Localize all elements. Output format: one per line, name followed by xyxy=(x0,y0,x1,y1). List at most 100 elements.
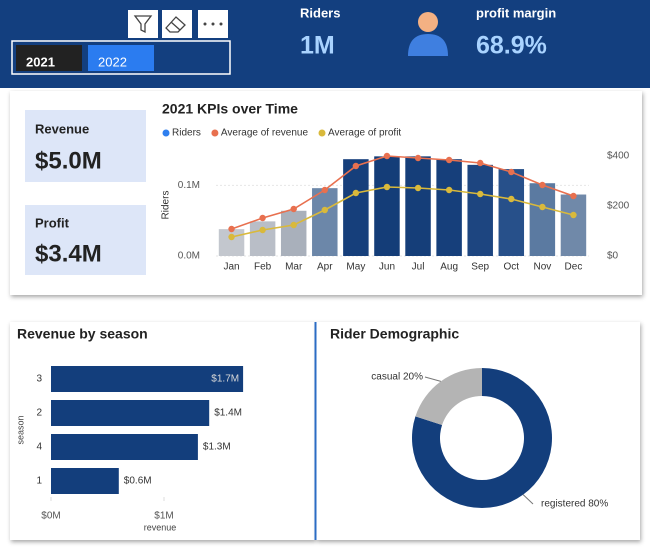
bar xyxy=(218,229,245,256)
x-tick-label: Feb xyxy=(254,262,272,273)
value-label: $1.7M xyxy=(211,374,239,385)
x-tick-label: Aug xyxy=(440,262,458,273)
kpi-label: Profit xyxy=(35,215,70,230)
line-point xyxy=(228,233,235,241)
leader-line xyxy=(424,376,441,382)
line-point xyxy=(508,168,515,176)
x-tick-label: Apr xyxy=(317,262,333,273)
bar xyxy=(51,366,244,392)
x-tick-label: May xyxy=(346,262,365,273)
line-point xyxy=(290,205,297,213)
kpi-value: $5.0M xyxy=(35,147,102,174)
card-value: 68.9% xyxy=(476,32,547,60)
y-axis-label: Riders xyxy=(161,191,172,220)
x-tick-label: Mar xyxy=(285,262,303,273)
line-point xyxy=(508,195,515,203)
x-tick-label: Jul xyxy=(412,262,425,273)
filter-button[interactable] xyxy=(128,10,158,38)
line-point xyxy=(477,159,484,167)
line-point xyxy=(321,186,328,194)
x-tick-label: $1M xyxy=(154,511,173,522)
card-label: profit margin xyxy=(476,5,556,20)
dot xyxy=(203,22,207,26)
bar xyxy=(343,159,369,256)
line-point xyxy=(414,154,422,162)
legend-label: Average of revenue xyxy=(221,128,309,139)
legend-swatch xyxy=(318,129,326,137)
line-point xyxy=(228,225,235,233)
bar xyxy=(436,159,462,256)
kpi-card xyxy=(25,110,146,182)
y-tick-label: 0.1M xyxy=(178,180,200,191)
kpi-card xyxy=(25,205,146,275)
slicer-label: 2022 xyxy=(98,54,127,69)
y-tick-label: 1 xyxy=(36,476,42,487)
slice-label: registered 80% xyxy=(541,499,608,510)
line-point xyxy=(383,183,391,191)
line-point xyxy=(477,190,484,198)
x-tick-label: Nov xyxy=(533,262,551,273)
slicer-frame xyxy=(11,40,231,75)
value-label: $0.6M xyxy=(124,476,152,487)
bar xyxy=(529,183,556,256)
chart-title: 2021 KPIs over Time xyxy=(162,101,298,117)
line-point xyxy=(259,226,266,234)
line xyxy=(231,155,574,230)
line xyxy=(231,186,574,238)
line-point xyxy=(570,192,577,200)
donut-slice xyxy=(415,368,482,426)
bar xyxy=(467,164,493,256)
icon-head xyxy=(418,12,438,32)
x-tick-label: Oct xyxy=(504,262,520,273)
eraser-button[interactable] xyxy=(162,10,192,38)
x-axis-label: revenue xyxy=(144,522,177,532)
bar xyxy=(312,188,338,256)
x-tick-label: Jun xyxy=(379,262,395,273)
y-tick-label: 0.0M xyxy=(178,251,200,262)
person-icon xyxy=(408,12,448,56)
line-point xyxy=(352,189,360,197)
bar xyxy=(51,434,198,460)
y-tick-label: 4 xyxy=(36,442,42,453)
legend-swatch xyxy=(211,129,219,137)
legend-swatch xyxy=(162,129,170,137)
donut-slice xyxy=(412,368,553,509)
y-tick-label: 3 xyxy=(36,374,42,385)
leader-line xyxy=(522,494,534,505)
line-point xyxy=(321,206,328,214)
icon-body xyxy=(408,34,448,56)
bar xyxy=(498,169,525,256)
line-point xyxy=(539,203,546,211)
bar xyxy=(51,468,119,494)
slicer-option[interactable] xyxy=(16,45,82,71)
line-point xyxy=(445,186,453,194)
eraser-icon xyxy=(165,16,186,33)
value-label: $1.3M xyxy=(203,442,231,453)
bar xyxy=(280,210,307,256)
line-point xyxy=(414,184,422,192)
bar xyxy=(51,400,210,426)
chart-title: Rider Demographic xyxy=(330,326,459,342)
filter-icon xyxy=(133,15,153,34)
bar xyxy=(374,156,400,256)
slicer-option[interactable] xyxy=(88,45,154,71)
line-point xyxy=(570,211,577,219)
x-tick-label: Jan xyxy=(223,262,239,273)
bar xyxy=(249,221,276,256)
line-point xyxy=(539,181,546,189)
line-point xyxy=(383,152,391,160)
line-point xyxy=(445,156,453,164)
x-tick-label: Sep xyxy=(471,262,489,273)
y2-tick-label: $400 xyxy=(607,151,630,162)
kpi-label: Revenue xyxy=(35,121,89,136)
toolbar xyxy=(128,10,228,38)
line-point xyxy=(352,162,360,170)
legend-label: Average of profit xyxy=(328,128,401,139)
kpi-value: $3.4M xyxy=(35,240,102,267)
slicer-label: 2021 xyxy=(26,54,55,69)
y2-tick-label: $0 xyxy=(607,251,619,262)
legend-label: Riders xyxy=(172,128,201,139)
dot xyxy=(219,22,223,26)
